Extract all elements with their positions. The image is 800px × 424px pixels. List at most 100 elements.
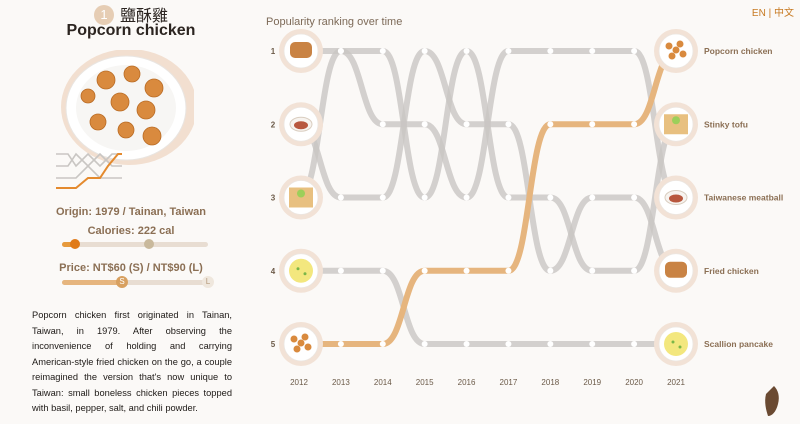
point-taiwanese-meatball-2018 xyxy=(547,48,554,54)
end-icon-meatball[interactable] xyxy=(654,175,698,220)
rank-label-5: 5 xyxy=(271,340,276,349)
end-icon-scallion-pancake[interactable] xyxy=(654,322,698,366)
year-label-2021: 2021 xyxy=(667,378,685,387)
item-name-zh: 鹽酥雞 xyxy=(119,8,168,25)
item-title-zh-row: 1 鹽酥雞 xyxy=(0,2,262,26)
mini-ranking-chart xyxy=(56,152,122,189)
point-scallion-pancake-2017 xyxy=(505,341,512,347)
end-label-stinky-tofu: Stinky tofu xyxy=(704,119,748,129)
item-description: Popcorn chicken first originated in Tain… xyxy=(32,310,232,413)
start-icon-meatball[interactable] xyxy=(279,102,323,147)
origin-line: Origin: 1979 / Tainan, Taiwan xyxy=(0,206,262,218)
point-popcorn-chicken-2019 xyxy=(589,121,596,128)
detail-panel: 1 鹽酥雞 Popcorn chicken Origin: 1979 / Tain… xyxy=(0,0,262,424)
point-fried-chicken-2018 xyxy=(547,267,554,274)
point-popcorn-chicken-2016 xyxy=(463,267,470,274)
point-fried-chicken-2020 xyxy=(631,194,638,201)
chart-title: Popularity ranking over time xyxy=(266,16,403,28)
price-value: NT$60 (S) / NT$90 (L) xyxy=(92,262,203,274)
lang-separator: | xyxy=(768,8,772,19)
point-fried-chicken-2015 xyxy=(421,48,428,54)
year-label-2019: 2019 xyxy=(583,378,601,387)
point-popcorn-chicken-2017 xyxy=(505,267,512,274)
point-stinky-tofu-2015 xyxy=(421,194,428,201)
end-label-taiwanese-meatball: Taiwanese meatball xyxy=(704,193,783,203)
point-scallion-pancake-2013 xyxy=(337,267,344,274)
point-fried-chicken-2016 xyxy=(463,121,470,128)
point-scallion-pancake-2019 xyxy=(589,341,596,347)
point-stinky-tofu-2017 xyxy=(505,194,512,201)
year-label-2013: 2013 xyxy=(332,378,350,387)
point-taiwanese-meatball-2013 xyxy=(337,48,344,54)
point-taiwanese-meatball-2015 xyxy=(421,121,428,128)
price-label: Price: xyxy=(59,262,90,274)
point-stinky-tofu-2019 xyxy=(589,267,596,274)
year-label-2016: 2016 xyxy=(458,378,476,387)
rank-label-3: 3 xyxy=(271,194,276,203)
point-fried-chicken-2014 xyxy=(379,194,386,201)
start-icon-fried-chicken[interactable] xyxy=(279,29,323,73)
end-icon-popcorn-chicken[interactable] xyxy=(654,29,698,73)
point-stinky-tofu-2016 xyxy=(463,48,470,54)
point-popcorn-chicken-2015 xyxy=(421,267,428,274)
year-label-2012: 2012 xyxy=(290,378,308,387)
point-popcorn-chicken-2020 xyxy=(631,121,638,128)
point-scallion-pancake-2016 xyxy=(463,341,470,347)
taiwan-logo xyxy=(765,386,779,416)
food-plate-image xyxy=(54,49,197,181)
point-scallion-pancake-2014 xyxy=(379,267,386,274)
point-taiwanese-meatball-2014 xyxy=(379,121,386,128)
point-scallion-pancake-2018 xyxy=(547,341,554,347)
calories-line: Calories: 222 cal xyxy=(0,225,262,237)
point-scallion-pancake-2020 xyxy=(631,341,638,347)
year-label-2015: 2015 xyxy=(416,378,434,387)
point-stinky-tofu-2020 xyxy=(631,267,638,274)
language-toggle: EN | 中文 xyxy=(752,4,794,19)
point-taiwanese-meatball-2017 xyxy=(505,48,512,54)
rank-label-1: 1 xyxy=(271,47,276,56)
calories-average-marker xyxy=(144,239,154,249)
rank-badge: 1 xyxy=(93,5,114,25)
origin-value: 1979 / Tainan, Taiwan xyxy=(95,206,206,218)
end-icon-fried-chicken[interactable] xyxy=(654,248,698,293)
point-fried-chicken-2017 xyxy=(505,121,512,128)
lang-zh[interactable]: 中文 xyxy=(774,8,794,19)
lang-en[interactable]: EN xyxy=(751,8,766,19)
calories-label: Calories: xyxy=(87,225,135,237)
point-popcorn-chicken-2013 xyxy=(337,341,344,347)
point-popcorn-chicken-2014 xyxy=(379,341,386,347)
price-slider: S L xyxy=(62,276,214,288)
point-fried-chicken-2013 xyxy=(337,194,344,201)
calories-value: 222 cal xyxy=(137,225,175,237)
point-scallion-pancake-2015 xyxy=(421,341,428,347)
series-line-scallion-pancake[interactable] xyxy=(296,267,679,348)
origin-label: Origin: xyxy=(56,206,93,218)
point-stinky-tofu-2018 xyxy=(547,194,554,201)
end-label-fried-chicken: Fried chicken xyxy=(704,266,759,276)
year-label-2014: 2014 xyxy=(374,378,392,387)
start-icon-scallion-pancake[interactable] xyxy=(279,248,323,293)
year-label-2017: 2017 xyxy=(500,378,518,387)
series-line-fried-chicken[interactable] xyxy=(296,47,679,274)
calories-knob xyxy=(70,239,80,249)
point-taiwanese-meatball-2020 xyxy=(631,48,638,54)
point-taiwanese-meatball-2019 xyxy=(589,48,596,54)
calories-slider xyxy=(62,239,208,249)
end-icon-stinky-tofu[interactable] xyxy=(654,102,698,147)
price-line: Price: NT$60 (S) / NT$90 (L) xyxy=(0,262,262,274)
year-label-2020: 2020 xyxy=(625,378,643,387)
price-small-knob: S xyxy=(116,276,128,288)
start-icon-stinky-tofu[interactable] xyxy=(279,175,323,220)
series-line-popcorn-chicken[interactable] xyxy=(296,48,679,348)
end-label-popcorn-chicken: Popcorn chicken xyxy=(704,46,773,56)
start-icon-popcorn-chicken[interactable] xyxy=(279,322,323,366)
point-popcorn-chicken-2018 xyxy=(547,121,554,128)
rank-label-2: 2 xyxy=(271,120,276,129)
item-name-en: Popcorn chicken xyxy=(66,22,196,39)
point-stinky-tofu-2014 xyxy=(379,48,386,54)
year-label-2018: 2018 xyxy=(541,378,559,387)
rank-label-4: 4 xyxy=(271,267,276,276)
series-line-stinky-tofu[interactable] xyxy=(296,47,679,274)
point-fried-chicken-2019 xyxy=(589,194,596,201)
